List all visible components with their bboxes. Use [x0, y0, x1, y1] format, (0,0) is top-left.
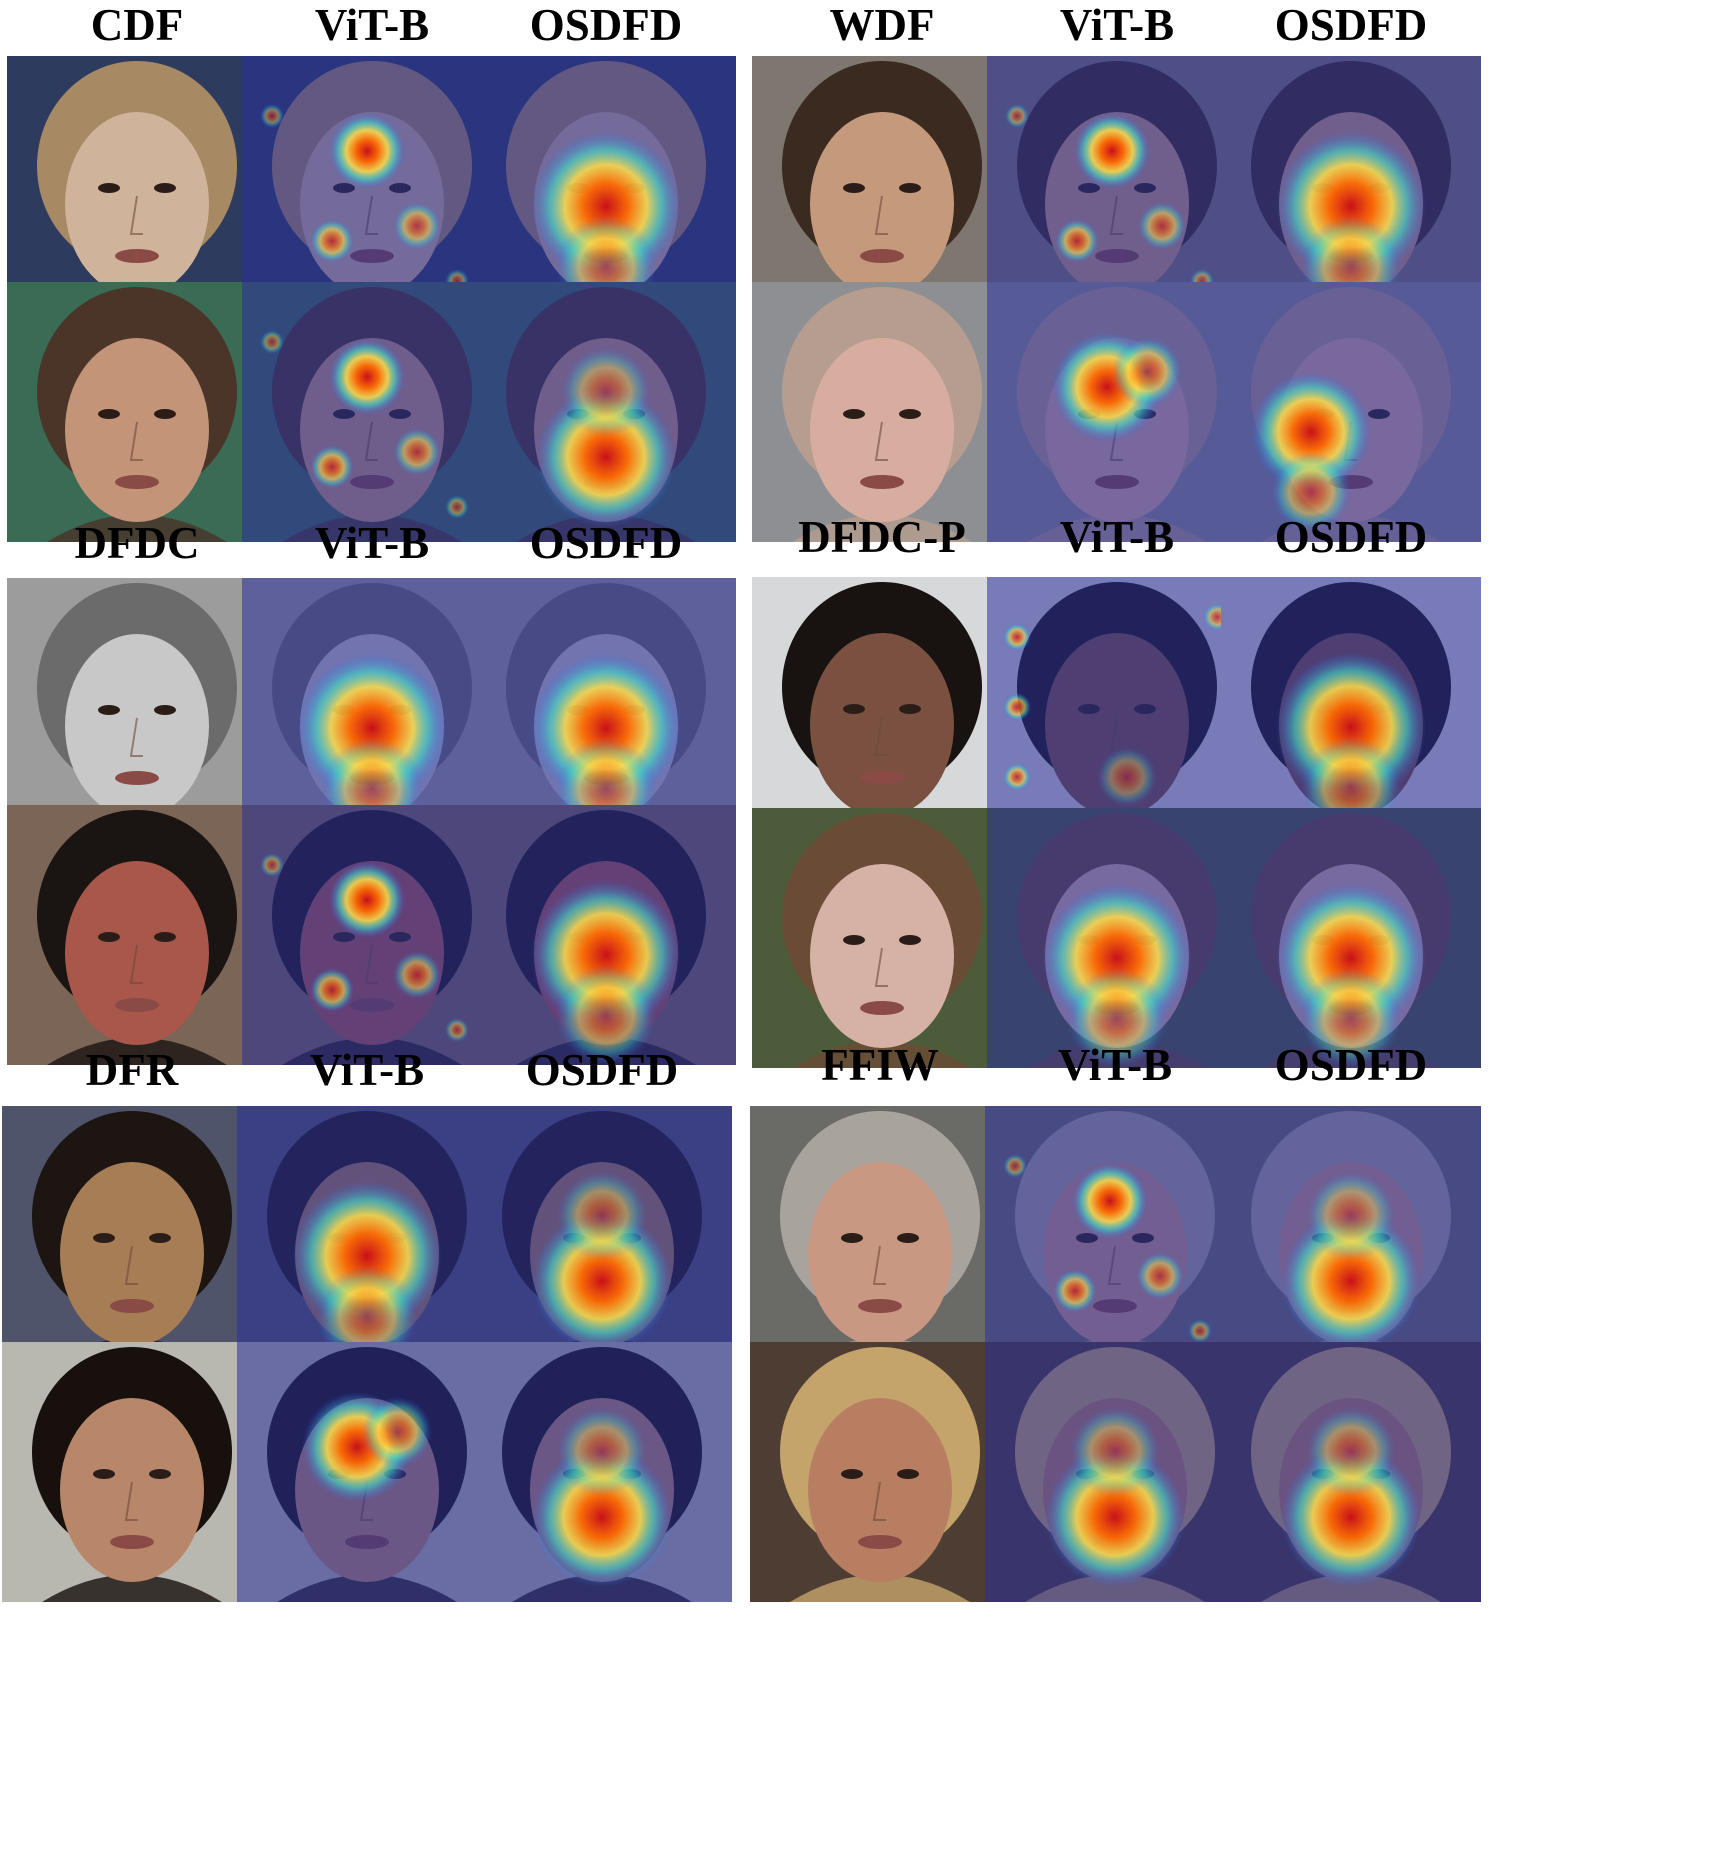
wdf-row1-osdfd-heatmap-image: [1221, 56, 1481, 316]
cdf-row1-face-image: [7, 56, 267, 316]
dfdc-p-row1-osdfd-heatmap-image: [1221, 577, 1481, 837]
vit-heatmap-image-graphic: [987, 577, 1247, 837]
ffiw-row2-vit-heatmap-image: [985, 1342, 1245, 1602]
cdf-row1-osdfd-heatmap-image: [476, 56, 736, 316]
face-image-graphic: [752, 577, 1012, 837]
vit-heatmap-image-graphic: [242, 805, 502, 1065]
method-label-vit: ViT-B: [314, 0, 430, 50]
method-label-osdfd: OSDFD: [1274, 1040, 1428, 1090]
ffiw-row2-osdfd-heatmap-image: [1221, 1342, 1481, 1602]
cdf-row2-osdfd-heatmap-image: [476, 282, 736, 542]
vit-heatmap-image-graphic: [237, 1106, 497, 1366]
ffiw-row1-osdfd-heatmap-image: [1221, 1106, 1481, 1366]
vit-heatmap-image-graphic: [985, 1106, 1245, 1366]
osdfd-heatmap-image-graphic: [1221, 56, 1481, 316]
dfdc-p-row2-osdfd-heatmap-image: [1221, 808, 1481, 1068]
vit-heatmap-image-graphic: [242, 282, 502, 542]
dfdc-row1-osdfd-heatmap-image: [476, 578, 736, 838]
face-image-graphic: [750, 1106, 1010, 1366]
method-label-osdfd: OSDFD: [529, 0, 683, 50]
wdf-row1-vit-heatmap-image: [987, 56, 1247, 316]
method-label-osdfd: OSDFD: [529, 518, 683, 568]
wdf-row2-osdfd-heatmap-image: [1221, 282, 1481, 542]
cdf-row2-face-image: [7, 282, 267, 542]
face-image-graphic: [7, 56, 267, 316]
dataset-label: DFDC: [74, 518, 200, 568]
dfr-row2-vit-heatmap-image: [237, 1342, 497, 1602]
cdf-row2-vit-heatmap-image: [242, 282, 502, 542]
method-label-vit: ViT-B: [1059, 512, 1175, 562]
face-image-graphic: [7, 578, 267, 838]
osdfd-heatmap-image-graphic: [1221, 577, 1481, 837]
dataset-label: DFR: [85, 1045, 179, 1095]
osdfd-heatmap-image-graphic: [472, 1106, 732, 1366]
vit-heatmap-image-graphic: [987, 808, 1247, 1068]
vit-heatmap-image-graphic: [987, 56, 1247, 316]
vit-heatmap-image-graphic: [987, 282, 1247, 542]
method-label-vit: ViT-B: [309, 1045, 425, 1095]
face-image-graphic: [750, 1342, 1010, 1602]
osdfd-heatmap-image-graphic: [476, 282, 736, 542]
ffiw-row1-vit-heatmap-image: [985, 1106, 1245, 1366]
dataset-label: DFDC-P: [798, 512, 966, 562]
face-image-graphic: [2, 1342, 262, 1602]
method-label-vit: ViT-B: [1059, 0, 1175, 50]
method-label-vit: ViT-B: [1057, 1040, 1173, 1090]
ffiw-row2-face-image: [750, 1342, 1010, 1602]
cdf-row1-vit-heatmap-image: [242, 56, 502, 316]
dataset-label: CDF: [90, 0, 184, 50]
wdf-row1-face-image: [752, 56, 1012, 316]
dfr-row1-osdfd-heatmap-image: [472, 1106, 732, 1366]
dfdc-row1-vit-heatmap-image: [242, 578, 502, 838]
wdf-row2-face-image: [752, 282, 1012, 542]
dfdc-p-row1-vit-heatmap-image: [987, 577, 1247, 837]
face-image-graphic: [2, 1106, 262, 1366]
dfdc-p-row2-face-image: [752, 808, 1012, 1068]
dfdc-row1-face-image: [7, 578, 267, 838]
vit-heatmap-image-graphic: [242, 56, 502, 316]
osdfd-heatmap-image-graphic: [1221, 808, 1481, 1068]
method-label-osdfd: OSDFD: [1274, 0, 1428, 50]
face-image-graphic: [752, 56, 1012, 316]
osdfd-heatmap-image-graphic: [472, 1342, 732, 1602]
dfdc-row2-vit-heatmap-image: [242, 805, 502, 1065]
vit-heatmap-image-graphic: [242, 578, 502, 838]
wdf-row2-vit-heatmap-image: [987, 282, 1247, 542]
face-image-graphic: [752, 282, 1012, 542]
dataset-label: WDF: [829, 0, 935, 50]
method-label-osdfd: OSDFD: [525, 1045, 679, 1095]
dfdc-row2-osdfd-heatmap-image: [476, 805, 736, 1065]
osdfd-heatmap-image-graphic: [1221, 1106, 1481, 1366]
face-image-graphic: [752, 808, 1012, 1068]
dfr-row1-face-image: [2, 1106, 262, 1366]
dataset-label: FFIW: [821, 1040, 939, 1090]
dfdc-row2-face-image: [7, 805, 267, 1065]
dfr-row2-osdfd-heatmap-image: [472, 1342, 732, 1602]
dfr-row1-vit-heatmap-image: [237, 1106, 497, 1366]
osdfd-heatmap-image-graphic: [1221, 282, 1481, 542]
face-image-graphic: [7, 805, 267, 1065]
dfdc-p-row2-vit-heatmap-image: [987, 808, 1247, 1068]
vit-heatmap-image-graphic: [237, 1342, 497, 1602]
ffiw-row1-face-image: [750, 1106, 1010, 1366]
osdfd-heatmap-image-graphic: [1221, 1342, 1481, 1602]
dfdc-p-row1-face-image: [752, 577, 1012, 837]
osdfd-heatmap-image-graphic: [476, 805, 736, 1065]
vit-heatmap-image-graphic: [985, 1342, 1245, 1602]
osdfd-heatmap-image-graphic: [476, 56, 736, 316]
osdfd-heatmap-image-graphic: [476, 578, 736, 838]
face-image-graphic: [7, 282, 267, 542]
dfr-row2-face-image: [2, 1342, 262, 1602]
method-label-vit: ViT-B: [314, 518, 430, 568]
method-label-osdfd: OSDFD: [1274, 512, 1428, 562]
